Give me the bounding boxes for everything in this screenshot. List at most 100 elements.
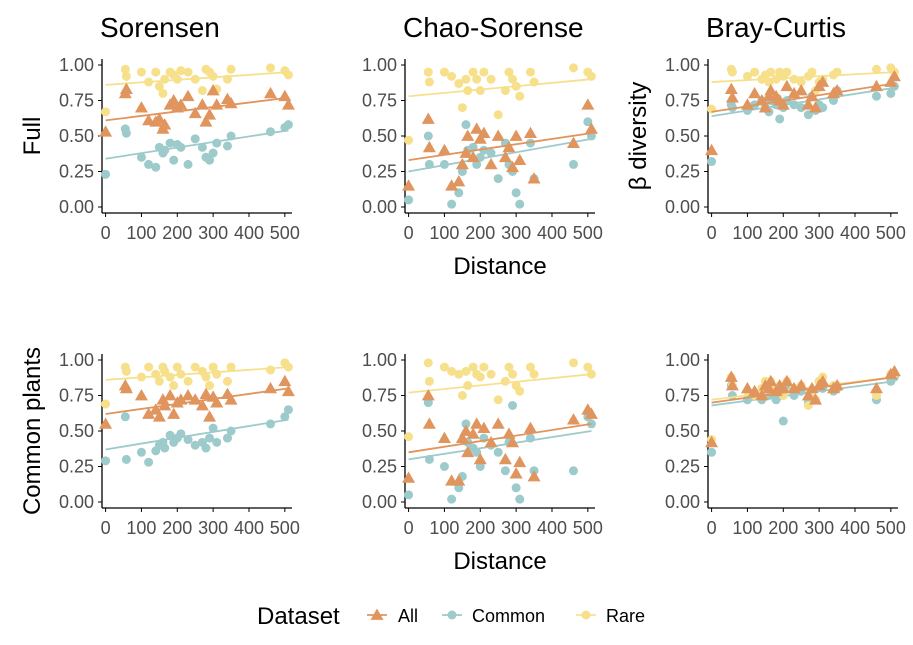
data-point-rare [144, 362, 154, 372]
panel-title: Chao-Sorense [403, 12, 584, 43]
data-point-rare [479, 67, 489, 77]
data-point-common [212, 437, 222, 447]
data-point-all [764, 374, 778, 387]
data-point-all [402, 471, 416, 483]
data-point-rare [782, 67, 792, 77]
data-point-rare [583, 362, 593, 372]
y-tick-label: 1.00 [59, 55, 94, 75]
data-point-all [452, 474, 466, 486]
data-point-all [224, 96, 238, 109]
panel-2-3: 0.00 0.25 0.50 0.75 1.00 0 100 200 300 400 500 [665, 350, 906, 538]
legend: Dataset All Common Rare [257, 603, 645, 630]
x-tick-label: 500 [270, 518, 300, 538]
x-tick-label: 300 [501, 223, 531, 243]
data-point-all [134, 389, 148, 401]
data-point-rare [197, 86, 207, 96]
data-point-common [160, 145, 170, 155]
data-point-all [584, 122, 598, 134]
data-point-rare [568, 63, 578, 73]
legend-label: Rare [606, 606, 645, 626]
data-point-rare [500, 376, 510, 386]
data-point-common [265, 127, 275, 137]
data-point-all [509, 467, 523, 479]
data-point-rare [479, 362, 489, 372]
data-point-all [527, 469, 541, 482]
x-tick-label: 200 [162, 223, 192, 243]
y-tick-label: 0.00 [59, 492, 94, 512]
data-point-common [226, 131, 236, 141]
legend-key-circle [581, 610, 591, 620]
x-tick-label: 300 [501, 518, 531, 538]
data-point-rare [144, 77, 154, 87]
y-axis-title: Common plants [19, 347, 46, 515]
data-point-rare [750, 67, 760, 77]
data-point-common [493, 174, 503, 184]
y-tick-label: 1.00 [362, 350, 397, 370]
data-point-all [509, 129, 523, 141]
data-point-all [566, 413, 580, 425]
data-point-common [183, 159, 193, 169]
data-point-rare [101, 399, 111, 409]
data-point-rare [796, 77, 806, 87]
data-point-rare [447, 366, 457, 376]
y-tick-label: 0.50 [59, 421, 94, 441]
data-point-all [174, 98, 188, 110]
data-point-rare [165, 372, 175, 382]
data-point-all [263, 86, 277, 99]
data-point-common [165, 430, 175, 440]
data-point-all [199, 387, 213, 399]
data-point-rare [871, 64, 881, 74]
data-point-all [566, 136, 580, 148]
x-tick-label: 200 [162, 518, 192, 538]
data-point-rare [586, 71, 596, 81]
data-point-all [780, 374, 794, 387]
data-point-rare [447, 71, 457, 81]
data-point-all [203, 410, 217, 422]
data-point-rare [472, 74, 482, 84]
x-tick-label: 300 [198, 518, 228, 538]
data-point-common [515, 494, 525, 504]
panel-2-1: 0.00 0.25 0.50 0.75 1.00 0 100 200 300 400 500 Comm… [19, 347, 300, 538]
y-tick-label: 0.00 [665, 492, 700, 512]
y-tick-label: 0.25 [59, 162, 94, 182]
data-point-all [887, 69, 901, 82]
data-point-all [491, 417, 505, 429]
data-point-rare [151, 67, 161, 77]
data-point-all [142, 407, 156, 419]
data-point-all [794, 84, 808, 96]
data-point-all [437, 143, 451, 156]
data-point-common [500, 466, 510, 476]
data-point-common [190, 134, 200, 144]
data-point-rare [439, 67, 449, 77]
data-point-all [459, 146, 473, 158]
data-point-rare [525, 362, 535, 372]
y-tick-label: 0.00 [362, 492, 397, 512]
data-point-common [461, 120, 471, 130]
data-point-all [498, 150, 512, 163]
y-axis-title: β diversity [625, 82, 652, 191]
y-tick-label: 0.50 [665, 421, 700, 441]
series-all [99, 82, 295, 137]
data-point-all [158, 118, 172, 130]
trend-line-common [105, 129, 289, 160]
y-tick-label: 0.50 [362, 126, 397, 146]
data-point-all [461, 129, 475, 141]
data-point-rare [493, 395, 503, 405]
data-point-rare [265, 63, 275, 73]
data-point-rare [586, 369, 596, 379]
data-point-common [707, 447, 717, 457]
data-point-rare [160, 366, 170, 376]
data-point-all [174, 393, 188, 405]
data-point-all [506, 160, 520, 173]
data-point-all [134, 101, 148, 113]
data-point-all [506, 435, 520, 448]
x-tick-label: 400 [234, 223, 264, 243]
data-point-common [447, 494, 457, 504]
data-point-all [119, 82, 133, 95]
data-point-common [447, 199, 457, 209]
data-point-rare [766, 67, 776, 77]
x-axis-title: Distance [453, 253, 546, 280]
data-point-common [707, 157, 717, 167]
data-point-all [513, 455, 527, 468]
